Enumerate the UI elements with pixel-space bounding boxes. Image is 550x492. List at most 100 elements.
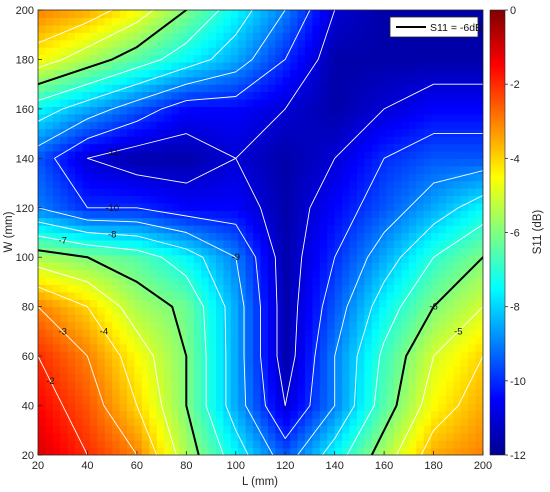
heatmap-cell <box>349 314 358 323</box>
heatmap-cell <box>371 99 380 108</box>
heatmap-cell <box>178 136 187 145</box>
heatmap-cell <box>356 217 365 226</box>
heatmap-cell <box>342 314 351 323</box>
heatmap-cell <box>371 188 380 197</box>
heatmap-cell <box>186 113 195 122</box>
heatmap-cell <box>260 351 269 360</box>
heatmap-cell <box>75 195 84 204</box>
heatmap-cell <box>275 217 284 226</box>
heatmap-cell <box>164 113 173 122</box>
heatmap-cell <box>349 106 358 115</box>
heatmap-cell <box>408 432 417 441</box>
heatmap-cell <box>38 351 47 360</box>
heatmap-cell <box>230 217 239 226</box>
legend: S11 = -6dB <box>389 16 482 38</box>
heatmap-cell <box>67 239 76 248</box>
heatmap-cell <box>45 262 54 271</box>
heatmap-cell <box>342 232 351 241</box>
heatmap-cell <box>223 254 232 263</box>
heatmap-cell <box>119 106 128 115</box>
heatmap-cell <box>282 173 291 182</box>
heatmap-cell <box>119 150 128 159</box>
heatmap-cell <box>297 306 306 315</box>
heatmap-cell <box>453 91 462 100</box>
heatmap-cell <box>245 113 254 122</box>
heatmap-cell <box>82 232 91 241</box>
heatmap-cell <box>297 84 306 93</box>
heatmap-cell <box>253 351 262 360</box>
heatmap-cell <box>423 113 432 122</box>
heatmap-cell <box>408 388 417 397</box>
heatmap-cell <box>119 336 128 345</box>
heatmap-cell <box>379 328 388 337</box>
heatmap-cell <box>327 269 336 278</box>
heatmap-cell <box>401 403 410 412</box>
heatmap-cell <box>460 247 469 256</box>
heatmap-cell <box>282 380 291 389</box>
heatmap-cell <box>134 180 143 189</box>
heatmap-cell <box>178 210 187 219</box>
heatmap-cell <box>253 136 262 145</box>
heatmap-cell <box>282 54 291 63</box>
heatmap-cell <box>260 410 269 419</box>
heatmap-cell <box>401 121 410 130</box>
heatmap-cell <box>445 291 454 300</box>
heatmap-cell <box>119 180 128 189</box>
heatmap-cell <box>423 239 432 248</box>
heatmap-cell <box>178 91 187 100</box>
heatmap-cell <box>371 373 380 382</box>
heatmap-cell <box>327 403 336 412</box>
heatmap-cell <box>119 388 128 397</box>
heatmap-cell <box>178 24 187 33</box>
heatmap-cell <box>371 247 380 256</box>
heatmap-cell <box>290 380 299 389</box>
heatmap-cell <box>171 128 180 137</box>
heatmap-cell <box>267 277 276 286</box>
heatmap-cell <box>112 188 121 197</box>
heatmap-cell <box>97 10 106 19</box>
heatmap-cell <box>97 336 106 345</box>
heatmap-cell <box>290 262 299 271</box>
heatmap-cell <box>253 299 262 308</box>
heatmap-cell <box>201 239 210 248</box>
heatmap-cell <box>394 314 403 323</box>
heatmap-cell <box>267 47 276 56</box>
y-tick-label: 120 <box>16 203 34 215</box>
heatmap-cell <box>468 91 477 100</box>
heatmap-cell <box>171 76 180 85</box>
heatmap-cell <box>208 150 217 159</box>
heatmap-cell <box>260 69 269 78</box>
heatmap-cell <box>156 121 165 130</box>
heatmap-cell <box>223 328 232 337</box>
heatmap-cell <box>89 180 98 189</box>
heatmap-cell <box>119 269 128 278</box>
heatmap-cell <box>386 202 395 211</box>
heatmap-cell <box>312 61 321 70</box>
heatmap-cell <box>342 188 351 197</box>
heatmap-cell <box>52 299 61 308</box>
heatmap-cell <box>186 395 195 404</box>
heatmap-cell <box>104 254 113 263</box>
heatmap-cell <box>371 10 380 19</box>
heatmap-cell <box>141 17 150 26</box>
heatmap-cell <box>356 403 365 412</box>
heatmap-cell <box>201 165 210 174</box>
heatmap-cell <box>253 32 262 41</box>
heatmap-cell <box>305 150 314 159</box>
heatmap-cell <box>423 284 432 293</box>
heatmap-cell <box>186 24 195 33</box>
heatmap-cell <box>379 113 388 122</box>
contour-label: -9 <box>232 252 240 263</box>
heatmap-cell <box>379 254 388 263</box>
heatmap-cell <box>386 239 395 248</box>
heatmap-cell <box>460 39 469 48</box>
heatmap-cell <box>112 306 121 315</box>
heatmap-cell <box>297 395 306 404</box>
heatmap-cell <box>134 150 143 159</box>
heatmap-cell <box>230 10 239 19</box>
heatmap-cell <box>327 128 336 137</box>
heatmap-cell <box>260 277 269 286</box>
heatmap-cell <box>141 366 150 375</box>
heatmap-cell <box>97 358 106 367</box>
heatmap-cell <box>186 225 195 234</box>
